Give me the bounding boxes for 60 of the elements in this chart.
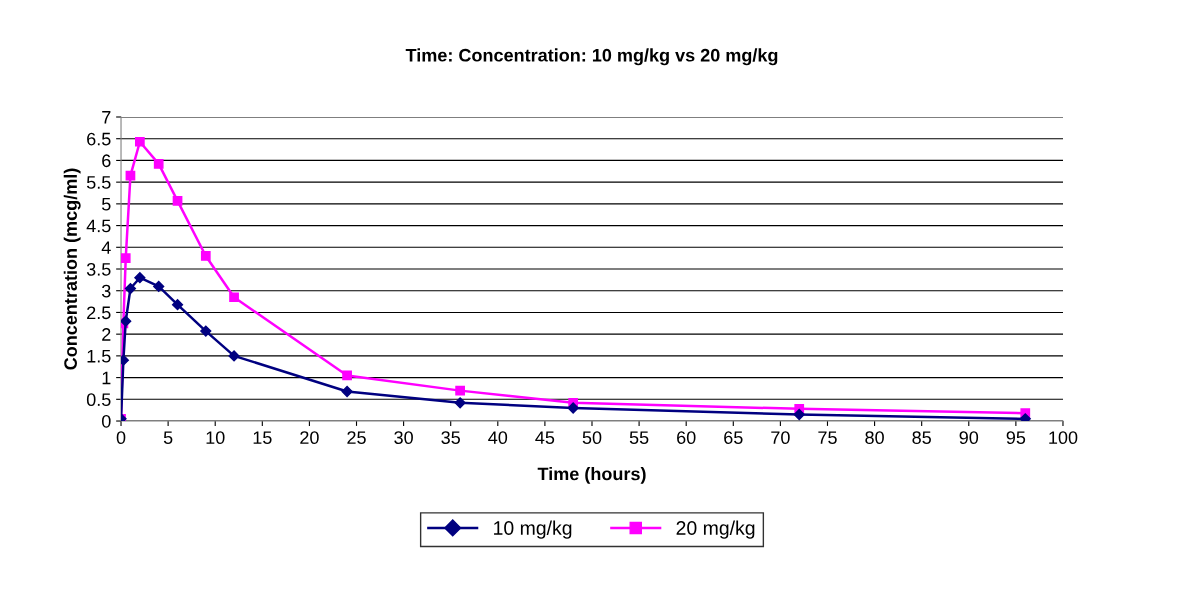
point bbox=[134, 136, 145, 147]
point bbox=[134, 272, 146, 284]
chart-title: Time: Concentration: 10 mg/kg vs 20 mg/kg bbox=[405, 48, 778, 66]
point bbox=[121, 253, 131, 264]
x-tick-label: 25 bbox=[347, 431, 366, 445]
x-tick-label: 35 bbox=[441, 431, 460, 445]
x-tick-label: 80 bbox=[865, 431, 884, 445]
y-tick-label: 3 bbox=[101, 284, 111, 298]
y-tick-label: 6 bbox=[102, 154, 111, 168]
x-tick-label: 60 bbox=[677, 431, 696, 445]
x-tick-label: 20 bbox=[300, 431, 319, 445]
y-tick-label: 0.5 bbox=[86, 393, 111, 407]
y-tick-label: 7 bbox=[102, 111, 111, 124]
point bbox=[342, 370, 352, 381]
point bbox=[171, 299, 184, 311]
y-tick-label: 3.5 bbox=[86, 262, 111, 276]
x-tick-label: 95 bbox=[1006, 431, 1026, 445]
x-tick-label: 85 bbox=[912, 431, 931, 445]
point bbox=[455, 385, 465, 396]
y-tick-label: 6.5 bbox=[87, 132, 111, 146]
x-tick-label: 0 bbox=[116, 431, 126, 445]
point bbox=[341, 385, 353, 398]
x-axis-title: Time (hours) bbox=[537, 467, 646, 484]
legend-label: 20 mg/kg bbox=[676, 520, 755, 539]
x-tick-label: 10 bbox=[206, 431, 225, 445]
y-tick-label: 1.5 bbox=[87, 350, 111, 363]
point bbox=[200, 325, 212, 337]
point bbox=[454, 397, 466, 409]
point bbox=[1019, 413, 1031, 422]
point bbox=[153, 159, 164, 169]
x-tick-label: 90 bbox=[959, 431, 979, 445]
y-tick-label: 4 bbox=[101, 241, 111, 254]
legend-label: 10 mg/kg bbox=[494, 520, 572, 539]
x-tick-label: 100 bbox=[1049, 431, 1078, 445]
point bbox=[200, 251, 211, 261]
y-tick-label: 1 bbox=[102, 371, 111, 385]
y-tick-label: 2.5 bbox=[87, 306, 111, 320]
point bbox=[793, 408, 805, 421]
point bbox=[229, 292, 239, 303]
y-tick-label: 4.5 bbox=[86, 219, 111, 233]
x-tick-label: 45 bbox=[535, 431, 555, 445]
x-tick-label: 70 bbox=[771, 431, 790, 445]
x-tick-label: 65 bbox=[724, 431, 743, 445]
x-tick-label: 55 bbox=[629, 431, 649, 445]
point bbox=[567, 402, 579, 414]
x-tick-label: 5 bbox=[163, 431, 173, 445]
point bbox=[124, 282, 137, 295]
x-tick-label: 40 bbox=[488, 431, 508, 445]
point bbox=[172, 195, 183, 206]
point bbox=[228, 350, 240, 362]
x-tick-label: 75 bbox=[818, 431, 837, 445]
y-axis-title: Concentration (mcg/ml) bbox=[63, 168, 81, 370]
y-tick-label: 5.5 bbox=[86, 176, 111, 189]
x-tick-label: 15 bbox=[253, 431, 272, 445]
point bbox=[153, 280, 165, 292]
x-tick-label: 50 bbox=[582, 431, 602, 445]
x-tick-label: 30 bbox=[394, 431, 413, 445]
y-tick-label: 5 bbox=[101, 197, 111, 211]
y-tick-label: 0 bbox=[101, 414, 111, 428]
y-tick-label: 2 bbox=[102, 328, 111, 341]
